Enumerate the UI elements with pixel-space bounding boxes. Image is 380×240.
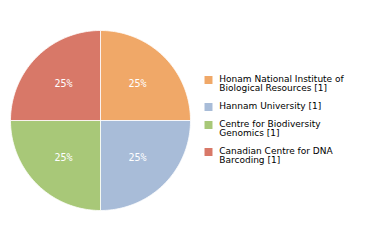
svg-text:25%: 25% <box>128 152 146 163</box>
svg-text:25%: 25% <box>55 152 73 163</box>
svg-text:25%: 25% <box>128 78 146 89</box>
svg-text:Honam National Institute ofBio: Honam National Institute ofBiological Re… <box>219 74 344 93</box>
svg-text:Hannam University [1]: Hannam University [1] <box>219 101 321 111</box>
svg-text:Canadian Centre for DNABarcodi: Canadian Centre for DNABarcoding [1] <box>219 146 333 165</box>
svg-text:Centre for BiodiversityGenomic: Centre for BiodiversityGenomics [1] <box>219 119 321 138</box>
svg-text:25%: 25% <box>55 78 73 89</box>
